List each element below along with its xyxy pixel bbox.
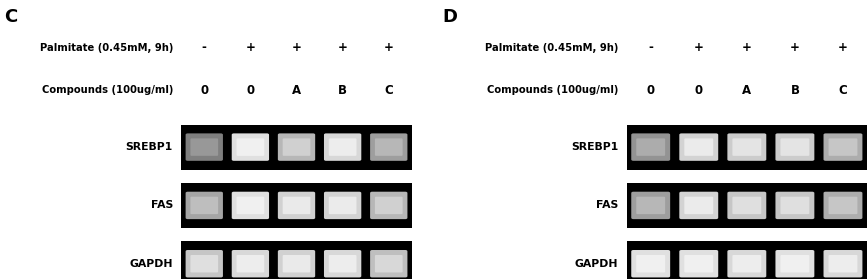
Text: FAS: FAS: [596, 200, 618, 210]
FancyBboxPatch shape: [727, 192, 766, 219]
FancyBboxPatch shape: [684, 197, 714, 214]
Text: GAPDH: GAPDH: [575, 259, 618, 269]
FancyBboxPatch shape: [237, 255, 264, 273]
Text: Palmitate (0.45mM, 9h): Palmitate (0.45mM, 9h): [40, 43, 173, 53]
FancyBboxPatch shape: [775, 250, 814, 277]
FancyBboxPatch shape: [370, 250, 407, 277]
FancyBboxPatch shape: [829, 255, 857, 273]
Bar: [181, 124, 412, 170]
FancyBboxPatch shape: [733, 255, 761, 273]
Bar: [181, 241, 412, 279]
FancyBboxPatch shape: [824, 250, 863, 277]
FancyBboxPatch shape: [231, 192, 269, 219]
Text: Compounds (100ug/ml): Compounds (100ug/ml): [486, 85, 618, 95]
FancyBboxPatch shape: [727, 133, 766, 161]
FancyBboxPatch shape: [824, 192, 863, 219]
Text: +: +: [694, 41, 704, 54]
FancyBboxPatch shape: [324, 133, 362, 161]
FancyBboxPatch shape: [186, 133, 223, 161]
FancyBboxPatch shape: [684, 255, 714, 273]
Bar: [627, 241, 867, 279]
FancyBboxPatch shape: [775, 133, 814, 161]
FancyBboxPatch shape: [375, 138, 402, 156]
FancyBboxPatch shape: [237, 138, 264, 156]
FancyBboxPatch shape: [631, 192, 670, 219]
Text: 0: 0: [694, 84, 703, 97]
FancyBboxPatch shape: [733, 138, 761, 156]
FancyBboxPatch shape: [370, 133, 407, 161]
FancyBboxPatch shape: [636, 138, 665, 156]
Text: B: B: [338, 84, 347, 97]
Text: +: +: [384, 41, 394, 54]
FancyBboxPatch shape: [636, 197, 665, 214]
Text: FAS: FAS: [151, 200, 173, 210]
Text: +: +: [291, 41, 302, 54]
Text: SREBP1: SREBP1: [570, 142, 618, 152]
FancyBboxPatch shape: [231, 250, 269, 277]
Text: +: +: [838, 41, 848, 54]
FancyBboxPatch shape: [329, 138, 356, 156]
FancyBboxPatch shape: [237, 197, 264, 214]
FancyBboxPatch shape: [370, 192, 407, 219]
Text: -: -: [202, 41, 206, 54]
Text: 0: 0: [647, 84, 655, 97]
FancyBboxPatch shape: [186, 250, 223, 277]
Text: C: C: [384, 84, 393, 97]
Text: A: A: [742, 84, 752, 97]
Text: +: +: [790, 41, 800, 54]
Text: +: +: [742, 41, 752, 54]
Text: C: C: [4, 8, 17, 26]
Text: A: A: [292, 84, 301, 97]
FancyBboxPatch shape: [283, 255, 310, 273]
FancyBboxPatch shape: [283, 138, 310, 156]
Text: Compounds (100ug/ml): Compounds (100ug/ml): [42, 85, 173, 95]
FancyBboxPatch shape: [636, 255, 665, 273]
FancyBboxPatch shape: [324, 192, 362, 219]
FancyBboxPatch shape: [727, 250, 766, 277]
FancyBboxPatch shape: [283, 197, 310, 214]
Text: +: +: [338, 41, 348, 54]
FancyBboxPatch shape: [824, 133, 863, 161]
FancyBboxPatch shape: [733, 197, 761, 214]
Bar: [181, 183, 412, 228]
Bar: [627, 183, 867, 228]
Bar: [627, 124, 867, 170]
FancyBboxPatch shape: [680, 133, 718, 161]
FancyBboxPatch shape: [829, 138, 857, 156]
FancyBboxPatch shape: [329, 255, 356, 273]
FancyBboxPatch shape: [277, 192, 316, 219]
Text: GAPDH: GAPDH: [129, 259, 173, 269]
FancyBboxPatch shape: [186, 192, 223, 219]
FancyBboxPatch shape: [191, 138, 218, 156]
FancyBboxPatch shape: [375, 197, 402, 214]
FancyBboxPatch shape: [829, 197, 857, 214]
FancyBboxPatch shape: [277, 250, 316, 277]
Text: SREBP1: SREBP1: [126, 142, 173, 152]
Text: B: B: [791, 84, 799, 97]
Text: D: D: [442, 8, 457, 26]
Text: 0: 0: [200, 84, 208, 97]
FancyBboxPatch shape: [680, 250, 718, 277]
FancyBboxPatch shape: [780, 255, 809, 273]
Text: C: C: [838, 84, 847, 97]
Text: -: -: [649, 41, 653, 54]
FancyBboxPatch shape: [277, 133, 316, 161]
FancyBboxPatch shape: [775, 192, 814, 219]
FancyBboxPatch shape: [231, 133, 269, 161]
FancyBboxPatch shape: [631, 250, 670, 277]
FancyBboxPatch shape: [191, 197, 218, 214]
FancyBboxPatch shape: [684, 138, 714, 156]
FancyBboxPatch shape: [780, 138, 809, 156]
FancyBboxPatch shape: [780, 197, 809, 214]
FancyBboxPatch shape: [324, 250, 362, 277]
FancyBboxPatch shape: [191, 255, 218, 273]
FancyBboxPatch shape: [680, 192, 718, 219]
Text: +: +: [245, 41, 255, 54]
FancyBboxPatch shape: [329, 197, 356, 214]
FancyBboxPatch shape: [375, 255, 402, 273]
FancyBboxPatch shape: [631, 133, 670, 161]
Text: Palmitate (0.45mM, 9h): Palmitate (0.45mM, 9h): [485, 43, 618, 53]
Text: 0: 0: [246, 84, 254, 97]
